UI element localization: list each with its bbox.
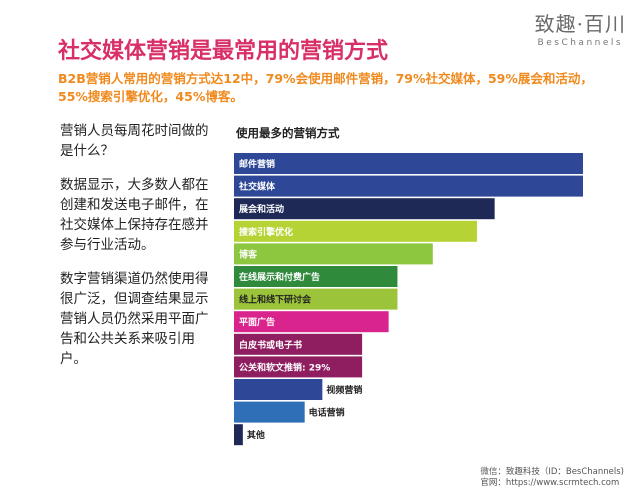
bar-0 — [234, 153, 583, 174]
bar-label-1: 社交媒体 — [238, 181, 276, 193]
bar-label-10: 视频营销 — [326, 384, 362, 396]
bar-8 — [234, 333, 363, 355]
bar-label-4: 博客 — [239, 248, 258, 260]
bar-11 — [234, 401, 305, 423]
logo-chinese-text: 致趣·百川 — [534, 12, 626, 36]
bar-9 — [234, 356, 363, 378]
bar-label-11: 电话营销 — [309, 407, 345, 419]
bar-label-12: 其他 — [247, 429, 265, 441]
footer-wechat: 微信：致趣科技（ID：BesChannels) — [480, 467, 624, 477]
left-text-block: 营销人员每周花时间做的是什么？ 数据显示，大多数人都在创建和发送电子邮件，在社交… — [60, 121, 220, 383]
chart-title: 使用最多的营销方式 — [236, 126, 340, 140]
bar-7 — [234, 311, 389, 333]
bar-2 — [234, 198, 495, 220]
bar-label-8: 白皮书或电子书 — [239, 339, 302, 351]
bar-5 — [234, 266, 398, 287]
bar-3 — [234, 220, 477, 242]
page-title: 社交媒体营销是最常用的营销方式 — [58, 39, 389, 64]
bar-label-2: 展会和活动 — [239, 203, 284, 215]
bar-label-5: 在线展示和付费广告 — [239, 271, 320, 283]
bar-label-6: 线上和线下研讨会 — [239, 294, 312, 306]
bar-4 — [234, 243, 433, 265]
bar-10 — [234, 379, 323, 400]
logo-english-text: BesChannels — [537, 38, 624, 48]
bar-label-3: 搜索引擎优化 — [239, 226, 293, 238]
summary-text: B2B营销人常用的营销方式达12中，79%会使用邮件营销，79%社交媒体，59%… — [58, 71, 593, 104]
left-text-paragraph-1: 数据显示，大多数人都在创建和发送电子邮件，在社交媒体上保持存在感并参与行业活动。 — [60, 177, 209, 253]
left-text-paragraph-2: 数字营销渠道仍然使用得很广泛，但调查结果显示营销人员仍然采用平面广告和公共关系来… — [60, 271, 209, 367]
bar-1 — [234, 175, 583, 197]
left-text-question: 营销人员每周花时间做的是什么？ — [60, 123, 209, 159]
bar-label-9: 公关和软文推销: 29% — [239, 361, 330, 373]
bar-label-7: 平面广告 — [239, 316, 275, 328]
footer-website: 官网：https://www.scrmtech.com — [480, 478, 620, 488]
bar-label-0: 邮件营销 — [239, 158, 275, 170]
bar-12 — [234, 424, 243, 446]
footer: 微信：致趣科技（ID：BesChannels) 官网：https://www.s… — [480, 467, 624, 489]
bar-6 — [234, 288, 398, 310]
brand-logo: 致趣·百川 BesChannels — [535, 8, 626, 48]
